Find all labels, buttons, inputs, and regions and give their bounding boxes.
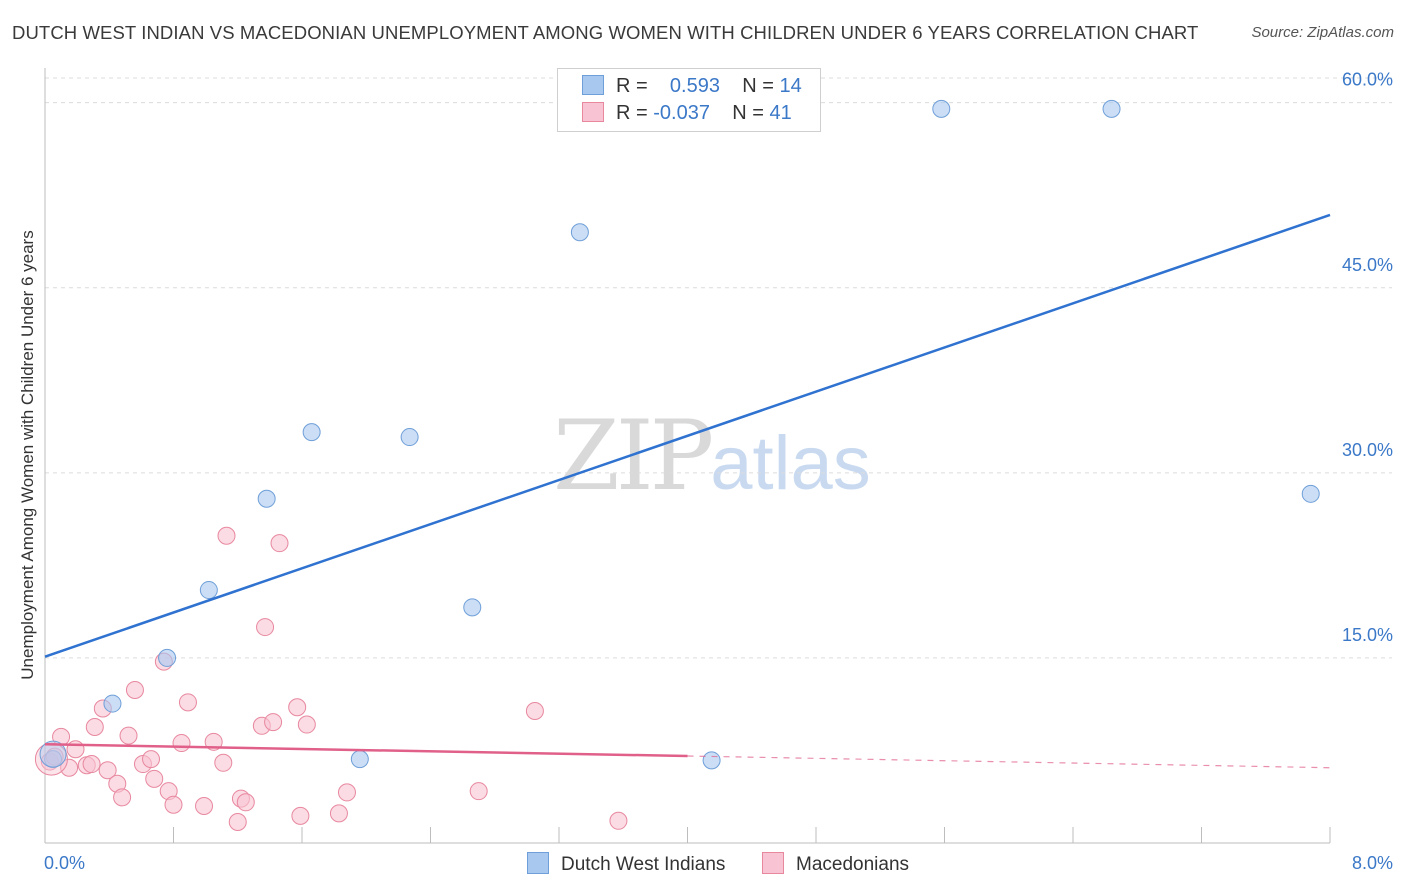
source-label: Source: ZipAtlas.com (1251, 24, 1394, 41)
trend-lines (44, 213, 1331, 769)
data-point-macedonians (164, 795, 183, 814)
x-tick-label: 0.0% (44, 853, 85, 873)
data-point-dutch-west-indians (257, 489, 276, 508)
data-point-macedonians (291, 806, 310, 825)
data-point-dutch-west-indians (350, 750, 369, 769)
legend-item-macedonians: Macedonians (762, 852, 909, 876)
data-point-macedonians (172, 734, 191, 753)
data-point-macedonians (178, 693, 197, 712)
data-point-dutch-west-indians (158, 648, 177, 667)
watermark: ZIPatlas (553, 400, 871, 512)
data-point-dutch-west-indians (570, 223, 589, 242)
data-point-macedonians (60, 758, 79, 777)
data-point-macedonians (145, 769, 164, 788)
data-point-macedonians (195, 796, 214, 815)
legend-swatch-pink (762, 852, 784, 874)
data-point-dutch-west-indians (463, 598, 482, 617)
legend-swatch-blue (582, 75, 604, 95)
y-tick-label: 45.0% (1342, 255, 1393, 275)
r-value-dutch: 0.593 (669, 75, 720, 97)
data-point-dutch-west-indians (302, 423, 321, 442)
data-point-macedonians (113, 788, 132, 807)
data-point-cluster (34, 742, 68, 776)
data-point-macedonians (525, 701, 544, 720)
y-tick-label: 15.0% (1342, 625, 1393, 645)
chart-title: DUTCH WEST INDIAN VS MACEDONIAN UNEMPLOY… (12, 22, 1199, 43)
data-point-dutch-west-indians (400, 428, 419, 447)
data-point-cluster (39, 740, 67, 768)
data-point-dutch-west-indians (1102, 99, 1121, 118)
legend-swatch-pink (582, 102, 604, 122)
trend-line-macedonians (44, 743, 688, 758)
data-point-macedonians (217, 526, 236, 545)
data-point-dutch-west-indians (1301, 484, 1320, 503)
data-point-macedonians (256, 618, 275, 637)
axes (44, 68, 1331, 844)
data-point-macedonians (66, 740, 85, 759)
data-point-dutch-west-indians (702, 751, 721, 770)
data-point-macedonians (337, 783, 356, 802)
data-point-macedonians (297, 715, 316, 734)
data-point-macedonians (270, 534, 289, 553)
r-value-macedonian: -0.037 (653, 102, 710, 124)
y-axis-label: Unemployment Among Women with Children U… (18, 230, 37, 680)
data-point-macedonians (469, 782, 488, 801)
x-tick-label: 8.0% (1352, 853, 1393, 873)
n-value-macedonian: 41 (769, 102, 792, 124)
data-point-dutch-west-indians (932, 99, 951, 118)
data-point-macedonians (214, 753, 233, 772)
data-point-macedonians (142, 750, 161, 769)
y-tick-label: 30.0% (1342, 440, 1393, 460)
legend-item-dutch-west-indians: Dutch West Indians (527, 852, 725, 876)
trend-line-dashed-macedonians (687, 755, 1331, 769)
data-point-macedonians (236, 793, 255, 812)
data-point-macedonians (98, 761, 117, 780)
data-points (34, 99, 1320, 832)
data-point-macedonians (288, 698, 307, 717)
legend-swatch-blue (527, 852, 549, 874)
y-tick-label: 60.0% (1342, 70, 1393, 90)
data-point-macedonians (329, 804, 348, 823)
data-point-macedonians (85, 718, 104, 737)
data-point-dutch-west-indians (103, 694, 122, 713)
data-point-macedonians (82, 755, 101, 774)
data-point-dutch-west-indians (199, 581, 218, 600)
data-point-macedonians (125, 681, 144, 699)
tick-labels: 15.0% 30.0% 45.0% 60.0% 0.0% 8.0% (44, 70, 1393, 873)
correlation-legend: R = 0.593 N = 14 R = -0.037 N = 41 (557, 68, 821, 132)
data-point-macedonians (264, 713, 283, 732)
data-point-macedonians (228, 813, 247, 832)
trend-line-dutch-west-indians (44, 213, 1331, 658)
legend-row-macedonians: R = -0.037 N = 41 (582, 102, 792, 126)
legend-row-dutch-west-indians: R = 0.593 N = 14 (582, 75, 802, 99)
data-point-macedonians (609, 811, 628, 830)
data-point-macedonians (119, 726, 138, 745)
n-value-dutch: 14 (779, 75, 802, 97)
gridlines (45, 77, 1392, 659)
